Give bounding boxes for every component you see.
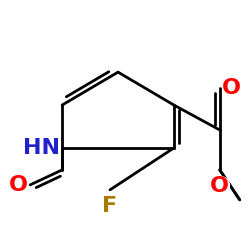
Text: F: F	[102, 196, 118, 216]
Text: O: O	[222, 78, 241, 98]
Text: O: O	[222, 75, 244, 101]
Text: O: O	[6, 172, 28, 198]
Text: O: O	[9, 175, 28, 195]
Text: HN: HN	[23, 138, 60, 158]
Text: HN: HN	[16, 135, 60, 161]
Text: O: O	[210, 176, 229, 196]
Text: F: F	[101, 196, 119, 222]
Text: O: O	[208, 176, 231, 202]
